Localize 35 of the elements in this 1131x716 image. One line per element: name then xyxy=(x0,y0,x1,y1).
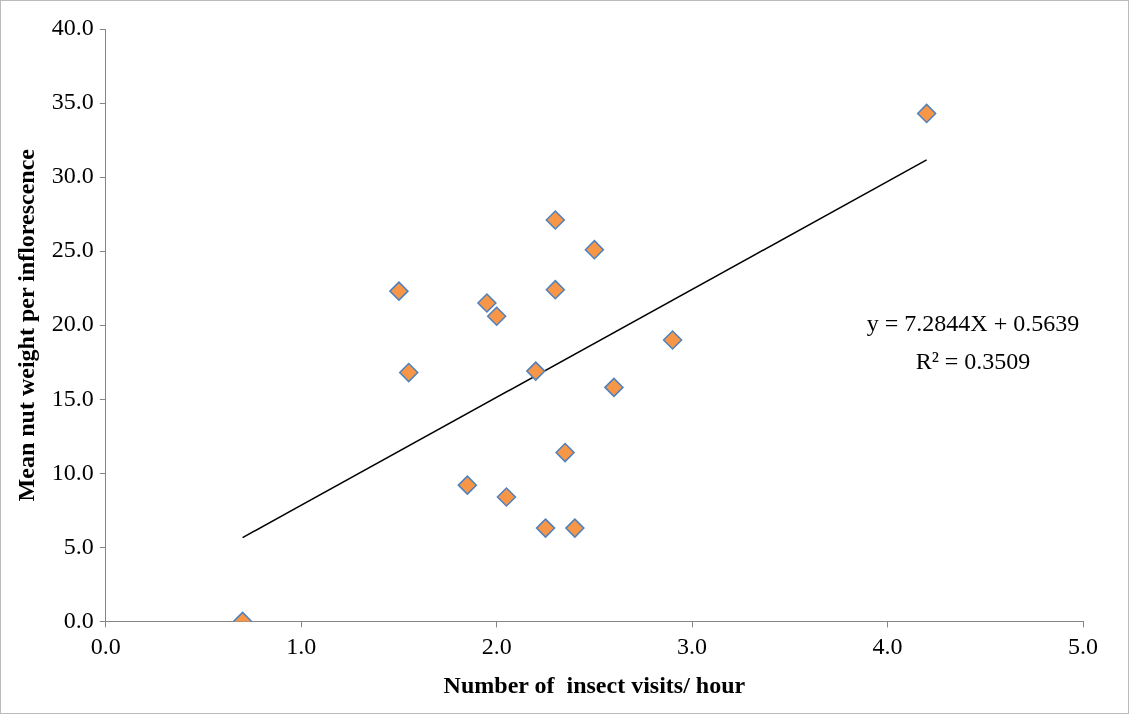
y-tick-label: 40.0 xyxy=(51,14,94,41)
y-tick-label: 15.0 xyxy=(51,384,94,411)
x-tick-label: 1.0 xyxy=(286,633,317,660)
point xyxy=(545,279,566,300)
x-tick-label: 5.0 xyxy=(1068,633,1098,660)
point xyxy=(662,330,683,350)
point xyxy=(496,487,517,507)
x-tick-label: 3.0 xyxy=(677,633,708,660)
y-tick-label: 5.0 xyxy=(63,532,94,559)
x-tick-label: 2.0 xyxy=(481,633,512,660)
y-tick-label: 0.0 xyxy=(63,606,94,633)
x-tick-label: 4.0 xyxy=(872,633,903,660)
x-tick-label: 0.0 xyxy=(90,633,121,660)
y-tick-label: 10.0 xyxy=(51,458,94,485)
y-tick-label: 25.0 xyxy=(51,236,94,263)
point xyxy=(565,518,585,538)
point xyxy=(545,210,566,230)
point xyxy=(477,293,497,313)
point xyxy=(457,475,478,495)
point xyxy=(398,362,419,383)
point xyxy=(604,377,624,398)
point xyxy=(526,361,546,381)
y-tick-label: 35.0 xyxy=(51,88,94,115)
x-axis-title: Number of insect visits/ hour xyxy=(443,671,746,698)
point xyxy=(555,442,575,463)
y-tick-label: 20.0 xyxy=(51,310,94,337)
point xyxy=(535,518,556,538)
point xyxy=(584,239,605,260)
y-tick-label: 30.0 xyxy=(51,162,94,189)
point xyxy=(389,281,409,301)
annotation: R² = 0.3509 xyxy=(915,348,1031,375)
point xyxy=(486,306,507,327)
y-axis-title: Mean nut weight per inflorescence xyxy=(12,148,39,502)
annotation: y = 7.2844X + 0.5639 xyxy=(866,310,1080,337)
point xyxy=(916,103,937,124)
